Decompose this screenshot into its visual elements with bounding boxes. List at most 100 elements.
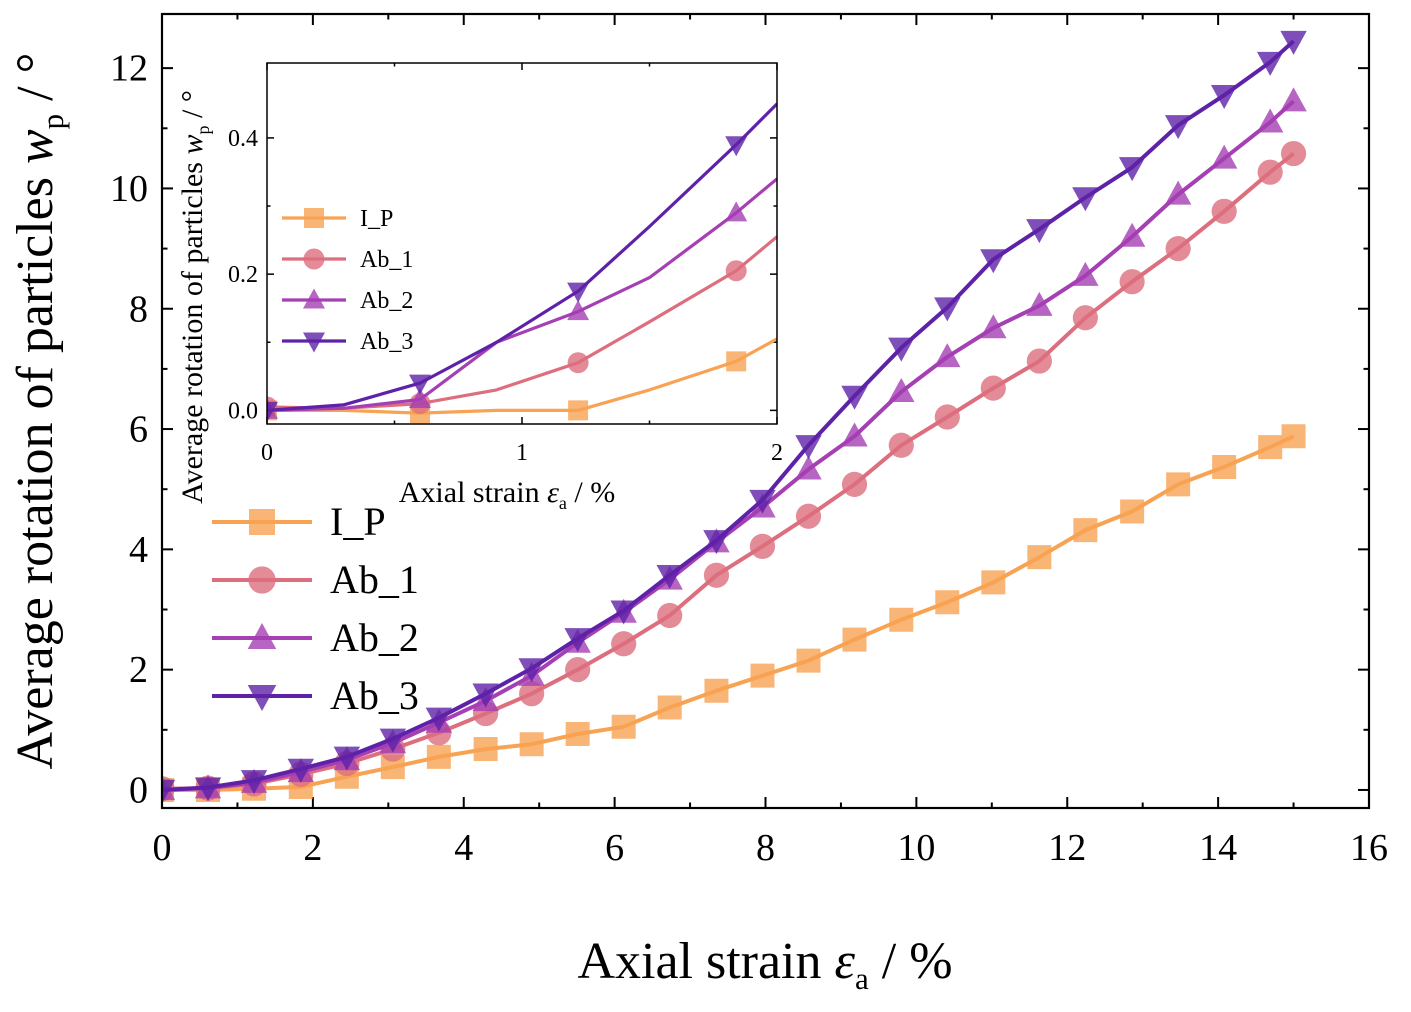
main-legend-item-i-p: I_P (212, 499, 386, 544)
inset-plot-area (267, 63, 777, 424)
main-point-ab-1 (1026, 348, 1052, 374)
inset-legend-item-ab-2: Ab_2 (282, 288, 413, 314)
inset-point-i-p (726, 351, 747, 372)
main-x-tick-label: 10 (897, 827, 935, 869)
main-x-tick-label: 14 (1199, 827, 1237, 869)
main-y-axis-title-subscript: p (35, 114, 70, 130)
main-point-i-p (1258, 435, 1283, 460)
main-point-i-p (1120, 499, 1145, 524)
main-x-tick-label: 4 (454, 827, 473, 869)
main-point-ab-2 (1072, 261, 1099, 286)
inset-legend-swatch-marker (303, 248, 325, 270)
inset-x-tick-label: 2 (771, 440, 783, 466)
inset-legend: I_P Ab_1 Ab_2 Ab_3 (282, 206, 413, 355)
inset-point-i-p (568, 400, 589, 421)
main-point-ab-1 (1211, 198, 1237, 224)
inset-x-tick-label: 1 (516, 440, 528, 466)
main-point-ab-3 (1164, 115, 1192, 140)
inset-x-axis-title-unit: / % (567, 476, 615, 509)
inset-x-axis-title-symbol: ε (547, 476, 559, 509)
main-y-tick-label: 8 (129, 288, 148, 330)
inset-legend-label: I_P (360, 206, 393, 232)
main-point-ab-2 (888, 377, 915, 402)
main-point-ab-2 (1210, 144, 1238, 169)
main-y-axis-title-symbol: w (7, 129, 64, 164)
main-point-ab-3 (841, 385, 868, 410)
main-point-i-p (889, 607, 914, 632)
main-point-i-p (380, 755, 405, 780)
inset-point-ab-1 (567, 352, 589, 374)
inset-legend-label: Ab_3 (360, 329, 413, 355)
inset-point-ab-2 (409, 387, 431, 408)
main-point-ab-3 (980, 249, 1007, 274)
main-point-i-p (842, 627, 867, 652)
main-point-i-p (565, 722, 590, 747)
main-y-axis-title-unit: / ° (7, 53, 64, 114)
main-point-ab-1 (565, 657, 591, 683)
main-legend-label: Ab_3 (330, 673, 419, 718)
main-point-ab-2 (934, 343, 961, 368)
inset-point-ab-1 (725, 260, 747, 282)
inset-y-axis-title: Average rotation of particles wp / ° (176, 90, 213, 504)
main-y-axis-title: Average rotation of particles wp / ° (7, 53, 70, 770)
main-y-tick-label: 2 (129, 649, 148, 691)
main-point-ab-1 (749, 533, 776, 559)
main-legend-label: I_P (330, 499, 386, 544)
main-point-ab-2 (841, 422, 868, 447)
main-point-ab-3 (162, 779, 176, 804)
main-y-tick-label: 6 (129, 409, 148, 451)
main-point-ab-1 (1280, 140, 1307, 167)
main-point-ab-3 (287, 758, 315, 783)
main-point-ab-1 (1165, 235, 1191, 262)
main-point-ab-2 (1280, 87, 1307, 112)
inset-legend-swatch-marker (303, 288, 325, 309)
main-point-ab-1 (980, 375, 1006, 401)
main-point-ab-1 (934, 404, 960, 430)
inset-legend-label: Ab_1 (360, 247, 413, 273)
inset-series-group (267, 102, 777, 424)
main-point-ab-2 (980, 314, 1007, 339)
main-point-ab-1 (1072, 305, 1098, 331)
main-x-tick-label: 8 (756, 827, 775, 869)
main-point-ab-3 (1026, 219, 1053, 244)
inset-legend-item-ab-1: Ab_1 (282, 247, 413, 273)
main-point-i-p (981, 570, 1006, 595)
main-legend-item-ab-1: Ab_1 (212, 557, 419, 602)
main-point-ab-3 (564, 628, 591, 653)
main-point-ab-1 (657, 602, 683, 629)
inset-x-axis-title-main: Axial strain (399, 476, 547, 509)
main-legend-label: Ab_2 (330, 615, 419, 660)
main-point-ab-3 (240, 770, 268, 795)
main-legend-swatch-marker (249, 509, 275, 535)
main-legend-swatch-marker (247, 684, 277, 711)
main-legend: I_P Ab_1 Ab_2 Ab_3 (212, 499, 419, 718)
inset-series-line-i-p (267, 337, 777, 415)
inset-plot: 0 1 2 0.0 0.2 0.4 Axial strain εa / % Average r… (176, 62, 783, 513)
main-x-tick-label: 2 (303, 827, 322, 869)
inset-x-tick-label: 0 (261, 440, 273, 466)
inset-point-ab-3 (567, 282, 590, 303)
main-point-i-p (750, 663, 775, 688)
main-point-ab-3 (749, 489, 776, 514)
main-point-ab-1 (519, 681, 545, 707)
main-point-ab-3 (194, 777, 222, 802)
main-point-ab-3 (1210, 85, 1238, 110)
main-point-ab-1 (703, 562, 730, 588)
main-x-tick-label: 12 (1048, 827, 1086, 869)
main-y-tick-label: 12 (110, 48, 148, 90)
main-point-ab-3 (1256, 51, 1284, 76)
main-point-i-p (611, 714, 636, 739)
inset-point-ab-3 (409, 374, 431, 395)
main-point-ab-3 (425, 707, 453, 732)
main-point-ab-3 (333, 746, 361, 771)
main-x-axis-title: Axial strain εa / % (577, 933, 952, 996)
main-point-ab-3 (888, 337, 915, 362)
inset-legend-item-ab-3: Ab_3 (282, 329, 413, 355)
main-point-ab-3 (1072, 187, 1099, 212)
inset-y-axis-title-symbol: w (176, 135, 209, 155)
main-point-i-p (426, 744, 451, 769)
main-x-axis-title-unit: / % (869, 933, 953, 990)
inset-legend-swatch-marker (303, 332, 325, 353)
main-x-tick-label: 0 (153, 827, 172, 869)
